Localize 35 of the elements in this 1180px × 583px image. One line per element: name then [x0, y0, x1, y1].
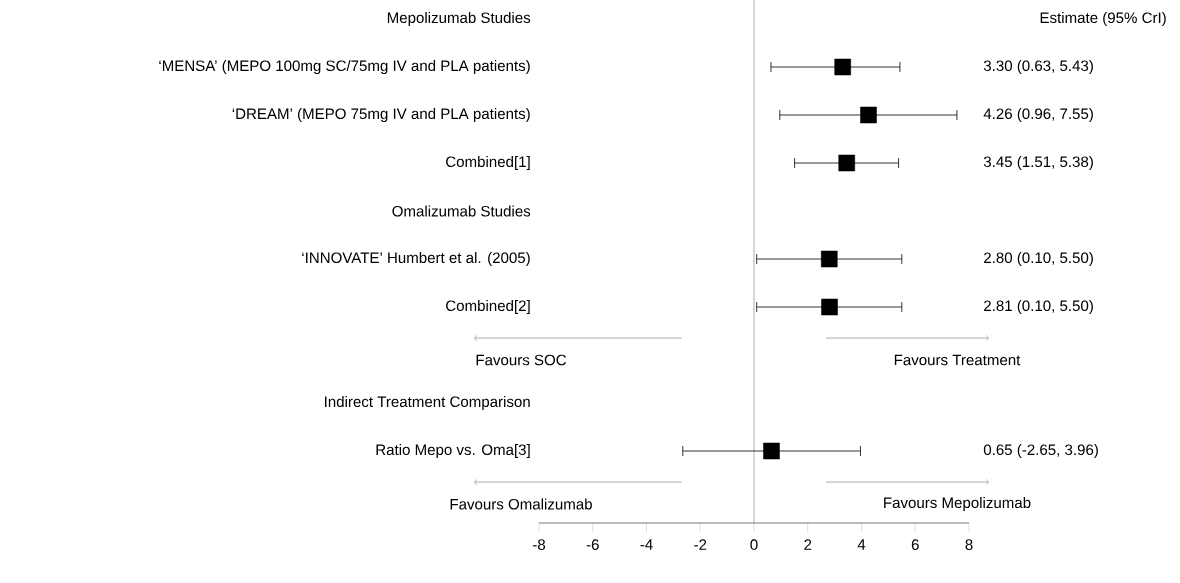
data-label: 3.45 (1.51, 5.38)	[983, 156, 1093, 171]
point	[838, 154, 856, 172]
y-tick-label: Omalizumab Studies	[392, 205, 531, 217]
y-tick-label: Indirect Treatment Comparison	[325, 395, 530, 411]
annotation: Favours SOC	[476, 354, 567, 366]
point	[763, 442, 780, 460]
y-tick-label: Combined[1]	[446, 155, 530, 171]
x-tick-label: 4	[857, 539, 866, 550]
text: Estimate (95% CrI)	[1040, 12, 1166, 27]
y-tick-label: ‘DREAM’ (MEPO 75mg IV and PLA patients)	[232, 107, 530, 123]
data-label: 2.81 (0.10, 5.50)	[984, 300, 1093, 315]
x-tick-label: -6	[586, 539, 599, 550]
annotation: Favours Omalizumab	[450, 498, 592, 510]
x-tick-label: 2	[804, 539, 812, 550]
y-tick-label: Ratio Mepo vs. Oma[3]	[376, 443, 530, 459]
point	[821, 298, 838, 316]
annotation: Favours Mepolizumab	[884, 496, 1031, 512]
x-tick-label: 6	[911, 539, 919, 550]
x-tick-label: 0	[750, 539, 758, 550]
annotation: Favours Treatment	[894, 354, 1021, 366]
y-tick-label: ‘INNOVATE’ Humbert et al. (2005)	[302, 252, 530, 267]
point	[834, 58, 851, 76]
data-label: 0.65 (-2.65, 3.96)	[983, 444, 1098, 459]
x-tick-label: -8	[532, 539, 546, 550]
y-tick-label: Combined[2]	[446, 299, 530, 315]
y-tick-label: ‘MENSA’ (MEPO 100mg SC/75mg IV and PLA patients)	[159, 59, 530, 75]
data-label: 4.26 (0.96, 7.55)	[983, 108, 1093, 123]
data-label: 3.30 (0.63, 5.43)	[983, 60, 1093, 75]
x-tick-label: 8	[965, 539, 973, 550]
point	[860, 106, 877, 124]
y-tick-label: Mepolizumab Studies	[387, 11, 531, 27]
data-label: 2.80 (0.10, 5.50)	[984, 252, 1093, 267]
x-tick-label: -2	[694, 539, 707, 550]
point	[821, 250, 838, 268]
x-tick-label: -4	[640, 539, 653, 550]
